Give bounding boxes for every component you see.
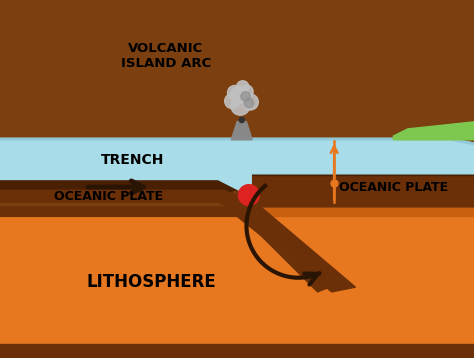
Circle shape xyxy=(241,92,250,101)
Text: LITHOSPHERE: LITHOSPHERE xyxy=(87,274,217,291)
Polygon shape xyxy=(0,207,474,216)
Polygon shape xyxy=(0,139,474,190)
Polygon shape xyxy=(0,179,239,192)
Polygon shape xyxy=(0,207,474,358)
Polygon shape xyxy=(231,120,252,140)
Polygon shape xyxy=(237,174,474,207)
Circle shape xyxy=(238,185,259,205)
Polygon shape xyxy=(0,344,474,358)
Circle shape xyxy=(237,81,249,93)
Text: OCEANIC PLATE: OCEANIC PLATE xyxy=(55,190,164,203)
Circle shape xyxy=(231,86,248,103)
Circle shape xyxy=(231,96,250,115)
Polygon shape xyxy=(0,190,341,292)
Circle shape xyxy=(239,117,245,122)
Polygon shape xyxy=(242,169,474,175)
Polygon shape xyxy=(0,139,474,145)
Circle shape xyxy=(240,85,253,98)
Circle shape xyxy=(228,86,242,100)
Polygon shape xyxy=(393,122,474,140)
Circle shape xyxy=(242,94,258,110)
Polygon shape xyxy=(0,207,356,292)
Text: TRENCH: TRENCH xyxy=(101,153,164,166)
Polygon shape xyxy=(0,179,242,190)
Text: OCEANIC PLATE: OCEANIC PLATE xyxy=(339,182,448,194)
Text: VOLCANIC
ISLAND ARC: VOLCANIC ISLAND ARC xyxy=(121,42,211,70)
Circle shape xyxy=(244,98,254,108)
Circle shape xyxy=(225,93,240,108)
